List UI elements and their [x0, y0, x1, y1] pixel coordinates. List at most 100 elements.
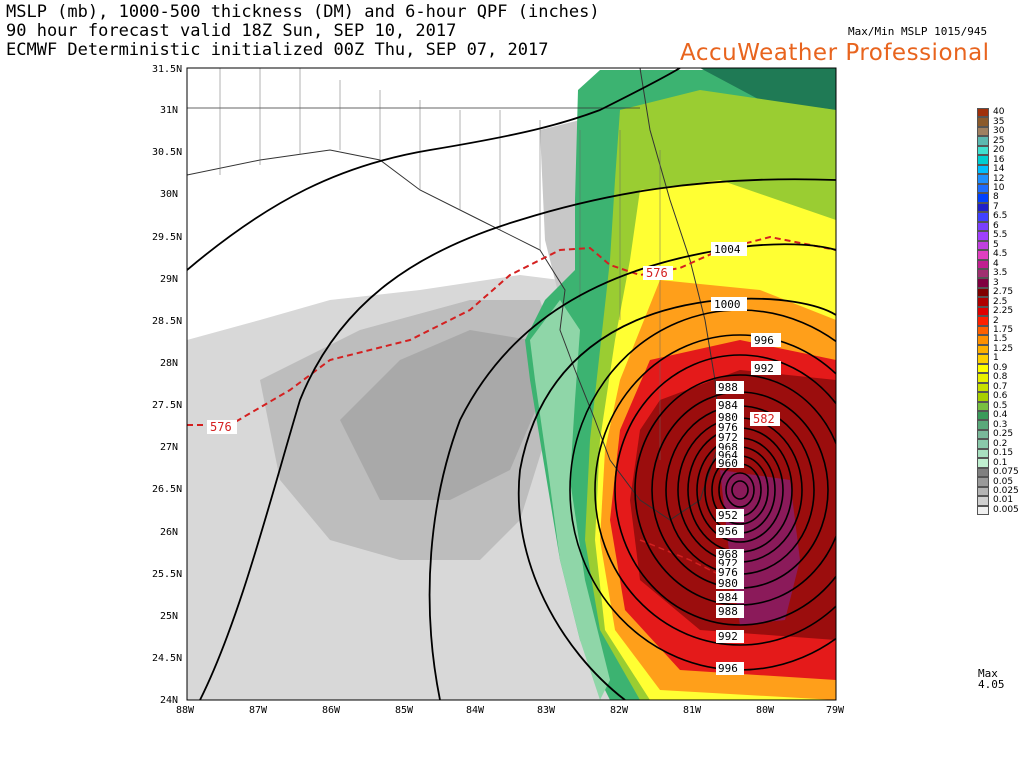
legend-row: 30: [977, 126, 1021, 137]
legend-value: 35: [993, 116, 1005, 127]
legend-swatch: [977, 316, 989, 326]
svg-text:988: 988: [718, 605, 738, 618]
legend-row: 1: [977, 354, 1021, 364]
legend-swatch: [977, 136, 989, 146]
legend-swatch: [977, 174, 989, 184]
legend-value: 3.5: [993, 268, 1008, 279]
legend-row: 0.6: [977, 392, 1021, 402]
legend-value: 0.01: [993, 495, 1014, 506]
legend-swatch: [977, 335, 989, 345]
legend-row: 5.5: [977, 230, 1021, 241]
svg-text:992: 992: [718, 630, 738, 643]
svg-text:24.5N: 24.5N: [152, 653, 182, 664]
svg-text:576: 576: [210, 420, 232, 434]
svg-text:29N: 29N: [160, 274, 178, 285]
svg-text:972: 972: [718, 431, 738, 444]
legend-swatch: [977, 373, 989, 383]
legend-swatch: [977, 183, 989, 194]
isobar-outer-4: [517, 297, 836, 700]
legend-value: 2.5: [993, 296, 1008, 307]
legend-value: 12: [993, 173, 1005, 184]
legend-value: 20: [993, 145, 1005, 156]
legend-row: 0.3: [977, 419, 1021, 430]
latitude-axis: 31.5N 31N 30.5N 30N 29.5N 29N 28.5N 28N …: [152, 64, 182, 706]
legend-row: 0.15: [977, 449, 1021, 459]
legend-row: 0.25: [977, 429, 1021, 440]
legend-swatch: [977, 382, 989, 393]
legend-row: 8: [977, 192, 1021, 203]
legend-row: 0.005: [977, 505, 1021, 516]
svg-text:26.5N: 26.5N: [152, 484, 182, 495]
legend-value: 14: [993, 164, 1005, 175]
legend-swatch: [977, 439, 989, 449]
legend-swatch: [977, 126, 989, 137]
svg-text:576: 576: [646, 266, 668, 280]
svg-text:27.5N: 27.5N: [152, 400, 182, 411]
legend-row: 0.05: [977, 477, 1021, 487]
legend-swatch: [977, 164, 989, 175]
legend-value: 0.4: [993, 410, 1008, 421]
legend-swatch: [977, 467, 989, 478]
legend-row: 0.01: [977, 495, 1021, 506]
svg-text:30.5N: 30.5N: [152, 147, 182, 158]
svg-text:952: 952: [718, 509, 738, 522]
isobar-outer-2: [199, 178, 836, 700]
svg-text:25.5N: 25.5N: [152, 569, 182, 580]
svg-text:28.5N: 28.5N: [152, 316, 182, 327]
legend-row: 0.9: [977, 363, 1021, 374]
legend-row: 4.5: [977, 249, 1021, 260]
map-plot-area: 1004 1000 996 992 988 984 980 976 972 96…: [187, 68, 836, 700]
legend-value: 1.75: [993, 325, 1014, 336]
map-frame: [186, 67, 837, 701]
legend-value: 0.8: [993, 372, 1008, 383]
legend-row: 2: [977, 315, 1021, 326]
legend-value: 5.5: [993, 230, 1008, 241]
legend-swatch: [977, 202, 989, 213]
legend-swatch: [977, 250, 989, 260]
legend-value: 0.025: [993, 485, 1019, 496]
svg-text:31.5N: 31.5N: [152, 64, 182, 75]
svg-text:956: 956: [718, 525, 738, 538]
svg-text:30N: 30N: [160, 189, 178, 200]
legend-row: 16: [977, 155, 1021, 165]
isobar-outer-1: [187, 68, 681, 271]
legend-value: 0.075: [993, 467, 1019, 478]
legend-value: 2: [993, 315, 999, 326]
legend-value: 8: [993, 192, 999, 203]
legend-row: 2.5: [977, 296, 1021, 307]
legend-row: 20: [977, 145, 1021, 156]
legend-value: 5: [993, 239, 999, 250]
thickness-582-line: [639, 539, 741, 581]
thickness-labels: 576 576 582: [207, 266, 780, 434]
legend-row: 6.5: [977, 212, 1021, 222]
svg-text:83W: 83W: [537, 705, 556, 716]
legend-swatch: [977, 193, 989, 203]
legend-swatch: [977, 268, 989, 279]
legend-row: 14: [977, 164, 1021, 175]
legend-value: 3: [993, 277, 999, 288]
svg-text:984: 984: [718, 399, 738, 412]
isobar-outer-3: [428, 243, 836, 700]
legend-row: 0.025: [977, 485, 1021, 497]
legend-row: 1.25: [977, 344, 1021, 355]
svg-text:992: 992: [754, 362, 774, 375]
legend-row: 0.8: [977, 372, 1021, 383]
county-lines: [219, 68, 661, 460]
legend-swatch: [977, 145, 989, 156]
svg-text:82W: 82W: [610, 705, 629, 716]
svg-text:960: 960: [718, 457, 738, 470]
svg-text:79W: 79W: [826, 705, 845, 716]
svg-text:24N: 24N: [160, 695, 178, 706]
legend-value: 0.7: [993, 381, 1008, 392]
legend-value: 0.25: [993, 429, 1014, 440]
legend-swatch: [977, 429, 989, 440]
legend-value: 4.5: [993, 249, 1008, 260]
legend-value: 4: [993, 258, 999, 269]
legend-swatch: [977, 496, 989, 506]
svg-text:27N: 27N: [160, 442, 178, 453]
legend-value: 2.75: [993, 287, 1014, 298]
legend-row: 1.75: [977, 325, 1021, 336]
legend-row: 35: [977, 116, 1021, 127]
legend-value: 0.3: [993, 419, 1008, 430]
legend-swatch: [977, 278, 989, 288]
